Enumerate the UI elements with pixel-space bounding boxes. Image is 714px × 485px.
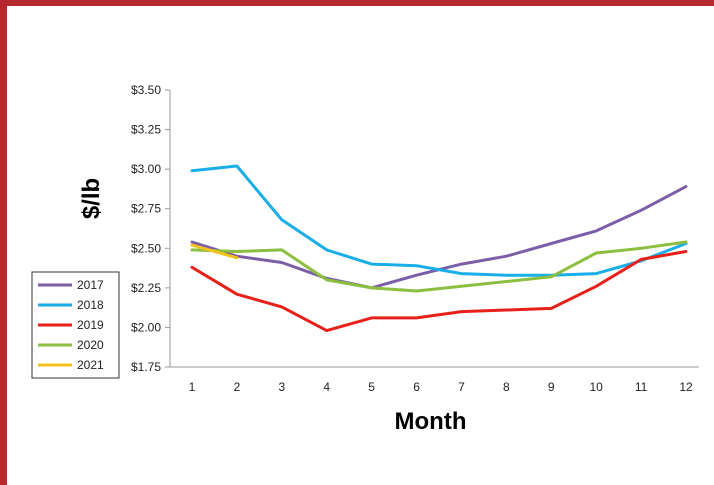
series-line-2018 <box>190 164 688 277</box>
x-tick-label: 3 <box>278 380 285 394</box>
y-tick-label: $3.00 <box>131 162 161 176</box>
y-tick-label: $2.00 <box>131 320 161 334</box>
legend-label: 2018 <box>77 298 104 312</box>
x-tick-label: 4 <box>323 380 330 394</box>
frame-top-border <box>0 0 714 6</box>
x-tick-label: 5 <box>368 380 375 394</box>
y-tick-label: $1.75 <box>131 360 161 374</box>
x-tick-label: 2 <box>234 380 241 394</box>
series-line-2019 <box>190 250 688 333</box>
series-line-2021 <box>190 243 239 260</box>
legend: 2017 2018 2019 2020 2021 <box>31 271 120 379</box>
x-axis: 1 2 3 4 5 6 7 8 9 10 11 12 <box>170 366 699 394</box>
y-axis-title: $/lb <box>78 178 105 219</box>
x-tick-label: 8 <box>503 380 510 394</box>
x-tick-label: 9 <box>548 380 555 394</box>
y-axis: $1.75 $2.00 $2.25 $2.50 $2.75 $3.00 $3.25 $3.50 <box>131 83 171 374</box>
frame-left-border <box>0 0 7 485</box>
price-line-chart: $1.75 $2.00 $2.25 $2.50 $2.75 $3.00 $3.25 $3.50… <box>31 83 699 435</box>
x-tick-label: 10 <box>590 380 604 394</box>
series-lines <box>190 164 688 333</box>
legend-label: 2017 <box>77 278 104 292</box>
x-tick-label: 12 <box>679 380 693 394</box>
x-tick-label: 1 <box>189 380 196 394</box>
y-tick-label: $2.50 <box>131 241 161 255</box>
y-tick-label: $2.25 <box>131 281 161 295</box>
y-tick-label: $3.50 <box>131 83 161 97</box>
series-line-2020 <box>190 240 688 293</box>
chart-container: $1.75 $2.00 $2.25 $2.50 $2.75 $3.00 $3.25 $3.50… <box>7 6 714 485</box>
legend-label: 2019 <box>77 318 104 332</box>
y-tick-label: $2.75 <box>131 202 161 216</box>
x-axis-title: Month <box>395 408 467 435</box>
x-tick-label: 11 <box>635 380 648 394</box>
legend-label: 2020 <box>77 338 104 352</box>
legend-label: 2021 <box>77 358 104 372</box>
x-tick-label: 6 <box>413 380 420 394</box>
y-tick-label: $3.25 <box>131 123 161 137</box>
x-tick-label: 7 <box>458 380 465 394</box>
